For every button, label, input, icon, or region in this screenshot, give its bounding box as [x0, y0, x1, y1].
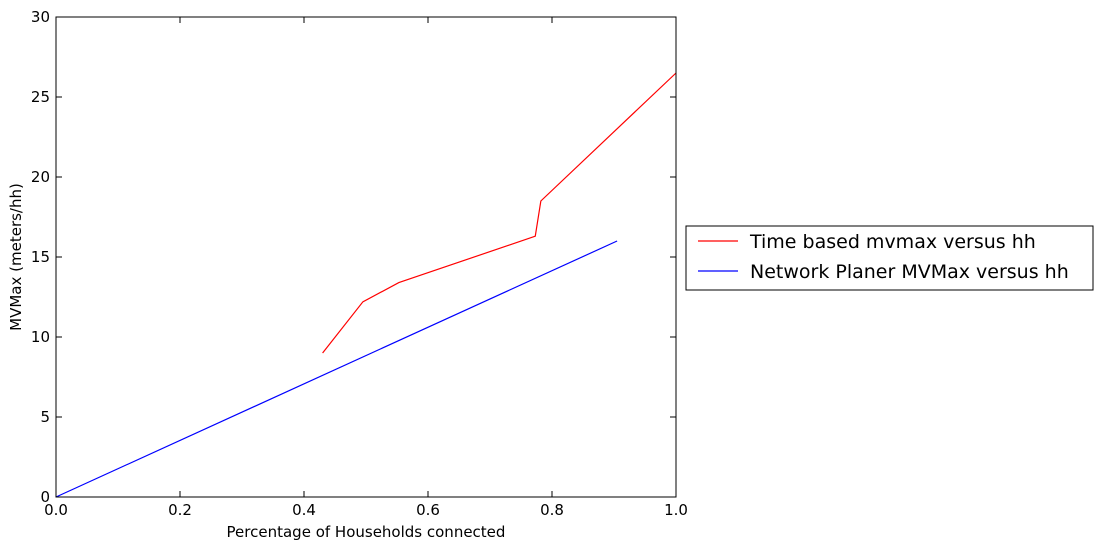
- plot-frame: [55, 16, 677, 498]
- legend: Time based mvmax versus hh Network Plane…: [685, 225, 1094, 291]
- x-axis-label: Percentage of Households connected: [227, 523, 506, 541]
- y-tick-label: 20: [31, 168, 50, 186]
- y-tick-label: 0: [40, 488, 50, 506]
- x-tick-label: 0.0: [44, 501, 68, 519]
- legend-label-time-based: Time based mvmax versus hh: [749, 231, 1036, 253]
- y-tick-label: 15: [31, 248, 50, 266]
- plot-background: [56, 17, 676, 497]
- x-tick-label: 0.6: [416, 501, 440, 519]
- series-line-0: [322, 72, 677, 354]
- x-tick-label: 1.0: [664, 501, 688, 519]
- y-tick-label: 10: [31, 328, 50, 346]
- series-line-1: [55, 240, 618, 498]
- plot-area: [55, 16, 677, 498]
- legend-label-network-planer: Network Planer MVMax versus hh: [750, 261, 1069, 283]
- legend-box: [685, 225, 1094, 291]
- x-tick-label: 0.2: [168, 501, 192, 519]
- y-tick-label: 25: [31, 88, 50, 106]
- x-tick-label: 0.4: [292, 501, 316, 519]
- x-tick-label: 0.8: [540, 501, 564, 519]
- y-tick-label: 5: [40, 408, 50, 426]
- series-lines: [55, 72, 677, 498]
- y-axis-label: MVMax (meters/hh): [7, 183, 25, 331]
- y-tick-label: 30: [31, 8, 50, 26]
- tick-labels: 0.0 0.2 0.4 0.6 0.8 1.0 0 5 10 15 20 25 30: [31, 8, 688, 519]
